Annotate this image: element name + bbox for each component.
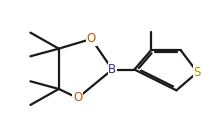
Text: B: B [108,63,116,76]
Text: O: O [73,91,82,105]
Text: O: O [87,32,96,45]
Text: S: S [194,66,201,79]
